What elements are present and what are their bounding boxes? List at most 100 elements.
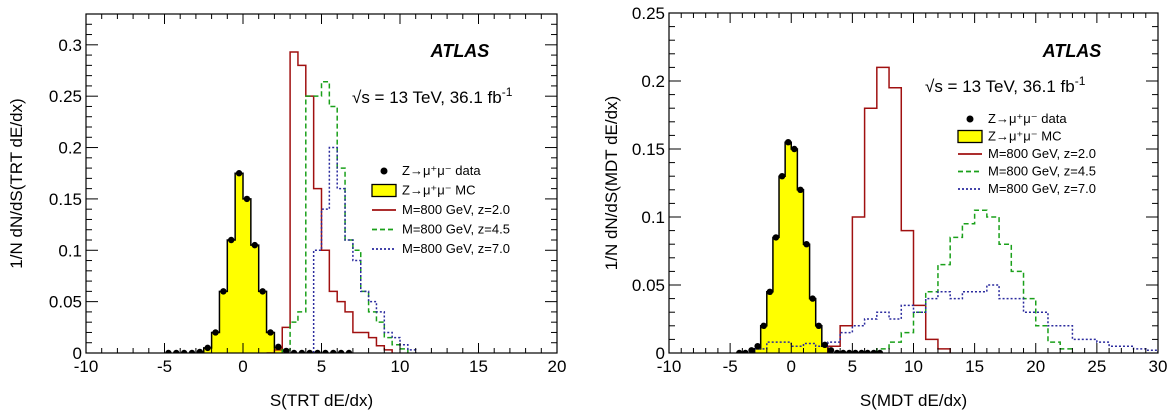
data-point	[736, 349, 743, 353]
data-point	[290, 349, 298, 353]
data-point	[766, 288, 774, 295]
legend-entry: M=800 GeV, z=2.0	[958, 146, 1096, 161]
data-point	[778, 173, 786, 180]
legend-entry: M=800 GeV, z=7.0	[372, 241, 510, 256]
signal-histogram-1	[266, 51, 393, 353]
x-tick-label: 5	[848, 357, 857, 376]
x-tick-label: -10	[657, 357, 682, 376]
legend-label: M=800 GeV, z=2.0	[402, 202, 510, 217]
signal-histogram-3	[753, 284, 1158, 353]
data-point	[840, 349, 847, 353]
data-point	[204, 344, 211, 352]
data-point	[196, 348, 204, 353]
data-point	[784, 139, 792, 146]
data-point	[797, 186, 804, 193]
data-point	[876, 349, 884, 353]
x-tick-label: 30	[1149, 357, 1168, 376]
energy-label: √s = 13 TeV, 36.1 fb-1	[352, 85, 513, 107]
data-point	[243, 195, 251, 203]
signal-histogram-3	[312, 146, 417, 353]
data-point	[760, 322, 767, 329]
energy-label-main: √s = 13 TeV, 36.1 fb	[925, 77, 1075, 96]
data-point	[306, 349, 313, 353]
x-tick-label: 10	[904, 357, 923, 376]
x-tick-label: 20	[548, 357, 567, 376]
signal-histogram-2	[876, 209, 1074, 353]
energy-label-main: √s = 13 TeV, 36.1 fb	[352, 88, 502, 107]
data-point	[742, 349, 749, 353]
plot-area	[165, 51, 417, 353]
x-tick-label: -10	[74, 357, 99, 376]
y-tick-label: 0	[656, 344, 665, 363]
y-tick-label: 0.2	[58, 139, 82, 158]
data-point	[821, 341, 829, 349]
data-point	[165, 349, 172, 353]
legend-label: Z→μ⁺μ⁻ data	[402, 163, 481, 178]
energy-label-sup: -1	[502, 85, 513, 99]
chart-panel-1: -10 -5 0 5 10 15 20 0 0.05 0.1 0.15 0.2 0.25 0.3 S(TRT…	[7, 13, 567, 410]
data-point	[251, 241, 258, 249]
legend-label: Z→μ⁺μ⁻ data	[988, 111, 1067, 126]
signal-histogram-1	[827, 66, 951, 353]
legend-marker	[380, 167, 388, 175]
data-point	[345, 349, 353, 353]
y-tick-label: 0.15	[49, 190, 82, 209]
legend-entry: Z→μ⁺μ⁻ data	[966, 111, 1067, 126]
chart-panel-2: -10 -5 0 5 10 15 20 25 30 0 0.05 0.1 0.15 0.2 0.25 S(MD…	[602, 4, 1167, 410]
y-tick-label: 0.05	[49, 293, 82, 312]
legend-entry: M=800 GeV, z=4.5	[958, 164, 1096, 179]
data-point	[180, 349, 188, 353]
legend-label: M=800 GeV, z=4.5	[402, 222, 510, 237]
data-point	[833, 349, 841, 353]
energy-label-sup: -1	[1075, 74, 1086, 88]
data-point	[228, 236, 235, 244]
mc-histogram	[203, 172, 283, 353]
data-point	[803, 241, 810, 248]
legend-label: Z→μ⁺μ⁻ MC	[988, 129, 1061, 144]
plot-frame	[85, 13, 558, 354]
y-tick-label: 0.1	[641, 208, 665, 227]
legend-label: M=800 GeV, z=2.0	[988, 146, 1096, 161]
data-point	[330, 349, 337, 353]
x-tick-label: 15	[965, 357, 984, 376]
x-tick-label: -5	[157, 357, 172, 376]
data-point	[852, 349, 859, 353]
y-tick-label: 0.15	[632, 140, 665, 159]
data-point	[858, 349, 865, 353]
legend-label: M=800 GeV, z=4.5	[988, 164, 1096, 179]
atlas-label: ATLAS	[430, 41, 490, 61]
x-tick-label: 25	[1087, 357, 1106, 376]
data-point	[173, 349, 180, 353]
x-axis-title: S(MDT dE/dx)	[860, 391, 967, 410]
y-tick-label: 0.2	[641, 72, 665, 91]
mc-histogram	[753, 141, 829, 353]
y-tick-label: 0.3	[58, 36, 82, 55]
y-tick-label: 0.1	[58, 241, 82, 260]
data-point	[322, 349, 329, 353]
data-point	[754, 343, 761, 350]
y-tick-label: 0.25	[632, 4, 665, 23]
x-tick-label: 0	[238, 357, 247, 376]
data-point	[282, 347, 290, 353]
data-point	[791, 145, 798, 153]
x-tick-label: -5	[723, 357, 738, 376]
data-point	[870, 349, 877, 353]
legend-label: M=800 GeV, z=7.0	[988, 181, 1096, 196]
y-tick-label: 0	[73, 344, 82, 363]
data-point	[337, 349, 345, 353]
legend-swatch	[371, 183, 397, 198]
data-point	[275, 343, 282, 351]
y-axis-title: 1/N dN/dS(MDT dE/dx)	[602, 96, 621, 270]
x-tick-label: 15	[469, 357, 488, 376]
x-tick-label: 10	[391, 357, 410, 376]
data-point	[314, 349, 321, 353]
data-point	[772, 234, 780, 241]
atlas-label: ATLAS	[1042, 41, 1102, 61]
data-point	[267, 329, 274, 336]
data-point	[827, 347, 835, 353]
plot-area	[736, 66, 1158, 353]
legend-entry: M=800 GeV, z=4.5	[372, 222, 510, 237]
data-point	[188, 349, 196, 353]
legend-label: M=800 GeV, z=7.0	[402, 241, 510, 256]
